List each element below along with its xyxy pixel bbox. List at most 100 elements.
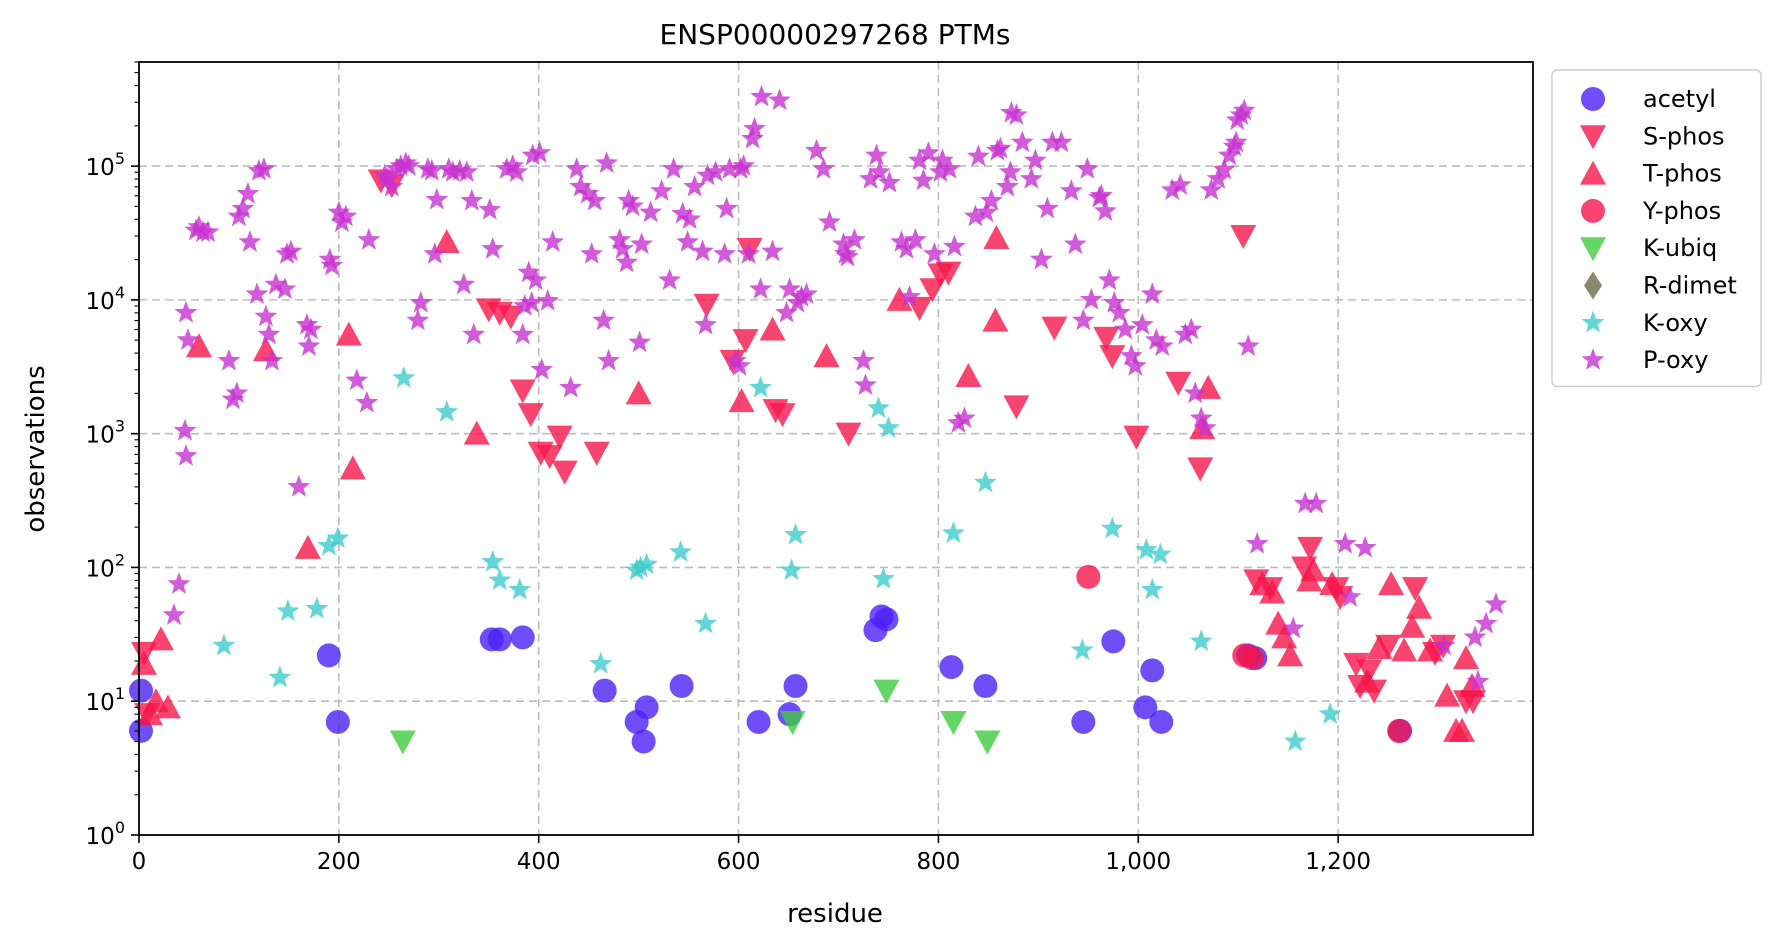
acetyl-point — [939, 655, 964, 680]
p-oxy-point — [1119, 344, 1143, 366]
k-oxy-point — [1140, 577, 1164, 600]
p-oxy-point — [409, 290, 433, 313]
k-oxy-point — [481, 549, 505, 572]
p-oxy-point — [895, 237, 918, 259]
p-oxy-point — [1010, 130, 1034, 153]
k-oxy-point — [1070, 638, 1094, 661]
p-oxy-point — [1232, 98, 1256, 121]
y-tick-label: 100 — [86, 818, 125, 850]
p-oxy-point — [761, 239, 784, 262]
k-ubiq-point — [940, 710, 967, 735]
p-oxy-point — [592, 308, 616, 331]
p-oxy-point — [1183, 381, 1207, 404]
p-oxy-point — [1144, 328, 1168, 350]
s-phos-point — [1093, 326, 1120, 351]
p-oxy-point — [423, 242, 447, 264]
legend-marker-t-phos — [1580, 160, 1606, 185]
s-phos-point — [835, 422, 862, 447]
k-oxy-point — [872, 566, 895, 589]
p-oxy-point — [279, 239, 303, 262]
t-phos-point — [625, 380, 652, 405]
p-oxy-point — [662, 157, 686, 179]
p-oxy-point — [536, 289, 560, 311]
s-phos-point — [497, 305, 524, 330]
p-oxy-point — [376, 167, 400, 189]
p-oxy-point — [979, 188, 1003, 211]
legend-label-r-dimet: R-dimet — [1643, 272, 1737, 300]
t-phos-point — [1378, 571, 1405, 596]
s-phos-point — [1187, 457, 1214, 482]
p-oxy-point — [1353, 535, 1377, 558]
y-tick-label: 105 — [86, 149, 125, 181]
p-oxy-point — [1059, 179, 1083, 201]
s-phos-point — [551, 460, 578, 485]
p-oxy-point — [273, 277, 297, 299]
k-oxy-point — [784, 522, 807, 545]
legend-label-k-oxy: K-oxy — [1643, 309, 1708, 337]
p-oxy-point — [790, 285, 813, 307]
t-phos-point — [728, 388, 755, 413]
p-oxy-point — [1023, 148, 1047, 171]
p-oxy-point — [947, 411, 970, 433]
acetyl-point — [669, 673, 694, 698]
p-oxy-point — [295, 312, 319, 335]
p-oxy-point — [1304, 491, 1328, 514]
acetyl-point — [1140, 658, 1165, 683]
k-oxy-point — [326, 526, 350, 549]
legend-label-k-ubiq: K-ubiq — [1643, 234, 1717, 262]
p-oxy-point — [318, 247, 342, 270]
legend-marker-k-ubiq — [1580, 237, 1606, 262]
k-oxy-point — [276, 599, 300, 622]
p-oxy-point — [1071, 308, 1095, 331]
p-oxy-point — [478, 197, 502, 220]
p-oxy-point — [495, 157, 519, 179]
p-oxy-point — [1160, 178, 1184, 200]
p-oxy-point — [236, 181, 260, 204]
k-oxy-point — [1148, 542, 1172, 565]
y-phos-point — [1387, 718, 1412, 743]
legend-marker-p-oxy — [1581, 348, 1605, 370]
p-oxy-point — [176, 328, 200, 350]
t-phos-point — [1406, 594, 1433, 619]
p-oxy-point — [1097, 268, 1121, 291]
p-oxy-point — [750, 84, 773, 107]
p-oxy-point — [639, 200, 663, 223]
chart-title: ENSP00000297268 PTMs — [660, 18, 1011, 51]
p-oxy-point — [1179, 317, 1203, 340]
p-oxy-point — [167, 572, 191, 594]
p-oxy-point — [775, 300, 798, 323]
p-oxy-point — [865, 143, 888, 166]
t-phos-point — [1434, 682, 1461, 707]
p-oxy-point — [728, 354, 751, 376]
s-phos-point — [1003, 395, 1030, 420]
p-oxy-point — [1093, 199, 1117, 221]
p-oxy-point — [583, 188, 607, 211]
p-oxy-point — [225, 381, 249, 404]
p-oxy-point — [481, 237, 505, 259]
p-oxy-point — [511, 322, 535, 345]
p-oxy-point — [1019, 167, 1043, 189]
x-tick-label: 200 — [317, 849, 361, 875]
t-phos-point — [1399, 613, 1426, 638]
t-phos-point — [955, 362, 982, 387]
p-oxy-point — [287, 474, 311, 497]
p-oxy-point — [1333, 531, 1357, 554]
p-oxy-point — [580, 242, 604, 264]
legend-label-y-phos: Y-phos — [1642, 197, 1721, 225]
t-phos-point — [130, 650, 157, 675]
k-oxy-point — [1283, 729, 1307, 752]
legend: acetyl S-phos T-phos Y-phos K-ubiq R-dimet K-o… — [1551, 69, 1762, 388]
p-oxy-point — [1168, 173, 1192, 195]
legend-marker-acetyl — [1581, 87, 1605, 111]
k-oxy-point — [629, 555, 653, 578]
p-oxy-point — [868, 160, 891, 182]
p-oxy-point — [252, 157, 276, 179]
p-oxy-point — [743, 116, 766, 139]
legend-marker-k-oxy — [1581, 310, 1605, 333]
p-oxy-point — [245, 282, 269, 305]
p-oxy-point — [741, 126, 764, 149]
k-oxy-point — [749, 375, 772, 398]
t-phos-point — [982, 307, 1009, 332]
k-oxy-point — [694, 611, 718, 634]
k-oxy-point — [305, 596, 329, 619]
